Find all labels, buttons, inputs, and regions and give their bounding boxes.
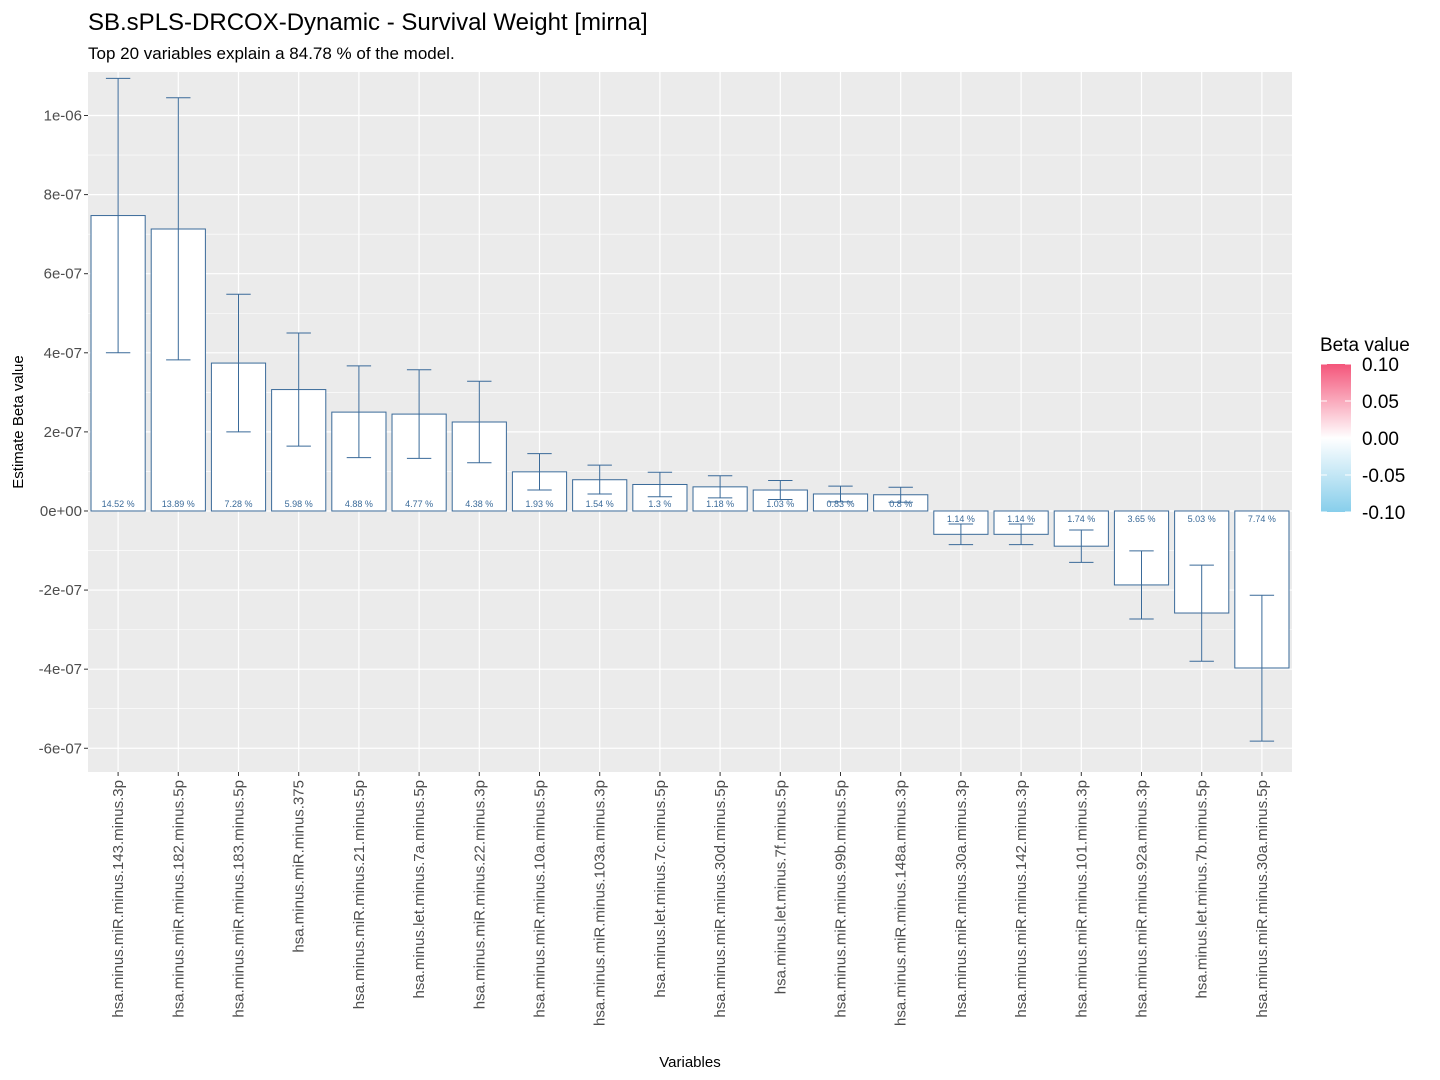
x-tick-label: hsa.minus.miR.minus.22.minus.3p [471,780,488,1009]
x-tick-label: hsa.minus.miR.minus.99b.minus.5p [833,780,850,1018]
x-tick-label: hsa.minus.miR.minus.375 [291,780,308,953]
bar-label: 1.54 % [586,499,614,509]
legend-tick-label: -0.10 [1362,503,1405,524]
x-tick-label: hsa.minus.miR.minus.10a.minus.5p [532,780,549,1018]
bar-label: 3.65 % [1127,514,1155,524]
bar-label: 0.8 % [889,499,912,509]
y-tick-label: 0e+00 [40,503,82,520]
x-tick-label: hsa.minus.miR.minus.142.minus.3p [1013,780,1030,1018]
y-tick-label: -4e-07 [39,661,82,678]
y-tick-label: -6e-07 [39,740,82,757]
bar-label: 5.98 % [285,499,313,509]
x-axis-title: Variables [659,1054,720,1071]
bar-label: 14.52 % [102,499,135,509]
bar-label: 5.03 % [1188,514,1216,524]
bar-label: 1.14 % [1007,514,1035,524]
y-tick-label: 4e-07 [44,345,82,362]
bar-labels: 14.52 % 13.89 % 7.28 % 5.98 % 4.88 % 4.77 % 4.… [102,499,1276,524]
bar-label: 1.93 % [525,499,553,509]
bar-label: 1.18 % [706,499,734,509]
x-tick-label: hsa.minus.let.minus.7c.minus.5p [652,780,669,998]
y-tick-label: -2e-07 [39,582,82,599]
legend-tick-label: -0.05 [1362,466,1405,487]
plot-panel [88,72,1292,772]
legend-ticks: 0.10 0.05 0.00 -0.05 -0.10 [1321,355,1405,524]
bar-label: 13.89 % [162,499,195,509]
legend-tick-label: 0.10 [1362,355,1399,376]
x-tick-label: hsa.minus.miR.minus.92a.minus.3p [1134,780,1151,1018]
y-tick-label: 6e-07 [44,266,82,283]
bar-label: 1.3 % [648,499,671,509]
x-tick-label: hsa.minus.let.minus.7a.minus.5p [411,780,428,998]
x-tick-label: hsa.minus.miR.minus.30a.minus.3p [953,780,970,1018]
x-tick-label: hsa.minus.miR.minus.30d.minus.5p [712,780,729,1018]
x-tick-label: hsa.minus.miR.minus.182.minus.5p [170,780,187,1018]
bar-label: 7.28 % [224,499,252,509]
legend: Beta value 0.10 0.05 0.00 -0.05 -0.10 [1320,335,1410,524]
x-tick-label: hsa.minus.miR.minus.103a.minus.3p [592,780,609,1026]
bar-label: 1.14 % [947,514,975,524]
chart-title: SB.sPLS-DRCOX-Dynamic - Survival Weight … [88,9,648,36]
y-tick-label: 1e-06 [44,108,82,125]
y-tick-label: 8e-07 [44,187,82,204]
legend-title: Beta value [1320,335,1410,356]
x-axis: hsa.minus.miR.minus.143.minus.3p hsa.minu… [110,772,1271,1026]
bar-label: 0.83 % [826,499,854,509]
x-tick-label: hsa.minus.miR.minus.183.minus.5p [231,780,248,1018]
x-tick-label: hsa.minus.miR.minus.30a.minus.5p [1254,780,1271,1018]
legend-tick-label: 0.00 [1362,429,1399,450]
x-tick-label: hsa.minus.miR.minus.101.minus.3p [1073,780,1090,1018]
bar-label: 7.74 % [1248,514,1276,524]
bar-label: 4.88 % [345,499,373,509]
chart-subtitle: Top 20 variables explain a 84.78 % of th… [88,44,455,63]
x-tick-label: hsa.minus.let.minus.7f.minus.5p [772,780,789,994]
x-tick-label: hsa.minus.miR.minus.148a.minus.3p [893,780,910,1026]
x-tick-label: hsa.minus.let.minus.7b.minus.5p [1194,780,1211,998]
error-bars [105,77,1275,742]
y-axis: -6e-07 -4e-07 -2e-07 0e+00 2e-07 4e-07 6e-07 8e… [39,108,88,757]
bar-label: 4.77 % [405,499,433,509]
legend-tick-label: 0.05 [1362,392,1399,413]
y-tick-label: 2e-07 [44,424,82,441]
x-tick-label: hsa.minus.miR.minus.21.minus.5p [351,780,368,1009]
bar-label: 1.74 % [1067,514,1095,524]
bar-label: 4.38 % [465,499,493,509]
x-tick-label: hsa.minus.miR.minus.143.minus.3p [110,780,127,1018]
y-axis-title: Estimate Beta value [10,355,27,488]
bar-label: 1.03 % [766,499,794,509]
